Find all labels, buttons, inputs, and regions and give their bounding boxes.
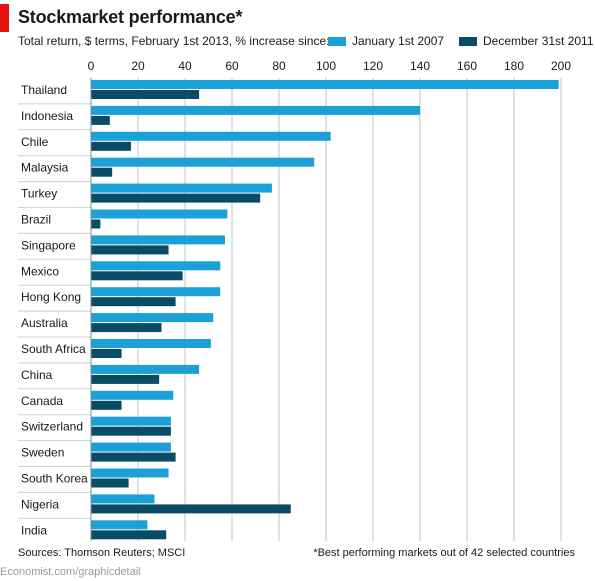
category-label-hong-kong: Hong Kong: [21, 290, 81, 304]
bar-singapore-december-31st-2011: [91, 245, 169, 255]
legend-swatch-january-2007: [328, 37, 346, 46]
bar-canada-december-31st-2011: [91, 400, 122, 410]
bar-malaysia-december-31st-2011: [91, 167, 113, 177]
bar-thailand-december-31st-2011: [91, 90, 200, 99]
category-label-canada: Canada: [21, 394, 63, 408]
bar-turkey-december-31st-2011: [91, 193, 261, 203]
bar-south-korea-january-1st-2007: [91, 468, 169, 478]
bar-australia-december-31st-2011: [91, 323, 162, 333]
bar-malaysia-january-1st-2007: [91, 157, 315, 167]
bar-thailand-january-1st-2007: [91, 80, 559, 89]
legend-item-december-2011: December 31st 2011: [459, 34, 594, 48]
bar-indonesia-january-1st-2007: [91, 105, 420, 115]
bar-hong-kong-january-1st-2007: [91, 287, 221, 297]
brand-red-tab: [0, 4, 9, 32]
bar-mexico-january-1st-2007: [91, 261, 221, 271]
category-label-turkey: Turkey: [21, 187, 57, 201]
x-tick-label-100: 100: [316, 59, 336, 73]
category-label-australia: Australia: [21, 316, 68, 330]
bar-indonesia-december-31st-2011: [91, 115, 110, 125]
category-label-brazil: Brazil: [21, 213, 51, 227]
x-tick-label-60: 60: [225, 59, 239, 73]
category-label-sweden: Sweden: [21, 446, 64, 460]
bar-south-africa-january-1st-2007: [91, 339, 211, 348]
bar-nigeria-december-31st-2011: [91, 504, 291, 514]
bar-turkey-january-1st-2007: [91, 183, 272, 193]
category-label-south-africa: South Africa: [21, 342, 86, 356]
category-label-singapore: Singapore: [21, 238, 76, 252]
category-label-mexico: Mexico: [21, 264, 59, 278]
bar-brazil-december-31st-2011: [91, 219, 101, 229]
legend-swatch-december-2011: [459, 37, 477, 46]
x-tick-label-120: 120: [363, 59, 383, 73]
bar-sweden-january-1st-2007: [91, 442, 171, 452]
bar-australia-january-1st-2007: [91, 313, 214, 323]
legend-label-december-2011: December 31st 2011: [483, 34, 594, 48]
chart-title: Stockmarket performance*: [18, 7, 243, 27]
bar-mexico-december-31st-2011: [91, 271, 183, 281]
bar-switzerland-december-31st-2011: [91, 426, 171, 436]
source-note: Sources: Thomson Reuters; MSCI: [18, 547, 186, 559]
x-tick-label-0: 0: [88, 59, 95, 73]
footnote: *Best performing markets out of 42 selec…: [313, 547, 575, 559]
bar-india-december-31st-2011: [91, 530, 167, 540]
bar-chart: 0 20 40 60 80 100 120 140 160 180 200 Thailand Indon…: [18, 59, 571, 541]
legend-item-january-2007: January 1st 2007: [328, 34, 444, 48]
credit-line: Economist.com/graphicdetail: [0, 566, 141, 578]
x-tick-label-140: 140: [410, 59, 430, 73]
x-tick-label-180: 180: [504, 59, 524, 73]
bar-south-africa-december-31st-2011: [91, 349, 122, 358]
category-label-switzerland: Switzerland: [21, 420, 83, 434]
category-label-thailand: Thailand: [21, 83, 67, 97]
bar-chile-december-31st-2011: [91, 141, 131, 151]
category-label-south-korea: South Korea: [21, 472, 88, 486]
bar-south-korea-december-31st-2011: [91, 478, 129, 488]
bar-sweden-december-31st-2011: [91, 452, 176, 462]
bar-brazil-january-1st-2007: [91, 209, 228, 219]
bar-singapore-january-1st-2007: [91, 235, 225, 245]
bar-canada-january-1st-2007: [91, 390, 174, 400]
x-tick-label-160: 160: [457, 59, 477, 73]
x-tick-label-80: 80: [272, 59, 286, 73]
bar-india-january-1st-2007: [91, 520, 148, 530]
category-label-india: India: [21, 523, 47, 537]
chart-subtitle: Total return, $ terms, February 1st 2013…: [18, 34, 330, 48]
bar-nigeria-january-1st-2007: [91, 494, 155, 504]
x-tick-label-200: 200: [551, 59, 571, 73]
bar-switzerland-january-1st-2007: [91, 416, 171, 426]
category-label-malaysia: Malaysia: [21, 161, 69, 175]
category-label-nigeria: Nigeria: [21, 497, 59, 511]
bar-chile-january-1st-2007: [91, 131, 331, 141]
category-label-chile: Chile: [21, 135, 49, 149]
bar-china-january-1st-2007: [91, 364, 200, 374]
x-tick-label-40: 40: [178, 59, 192, 73]
bar-hong-kong-december-31st-2011: [91, 297, 176, 307]
x-tick-label-20: 20: [131, 59, 145, 73]
bar-china-december-31st-2011: [91, 374, 160, 384]
category-label-china: China: [21, 368, 53, 382]
category-label-indonesia: Indonesia: [21, 109, 73, 123]
legend-label-january-2007: January 1st 2007: [352, 34, 445, 48]
